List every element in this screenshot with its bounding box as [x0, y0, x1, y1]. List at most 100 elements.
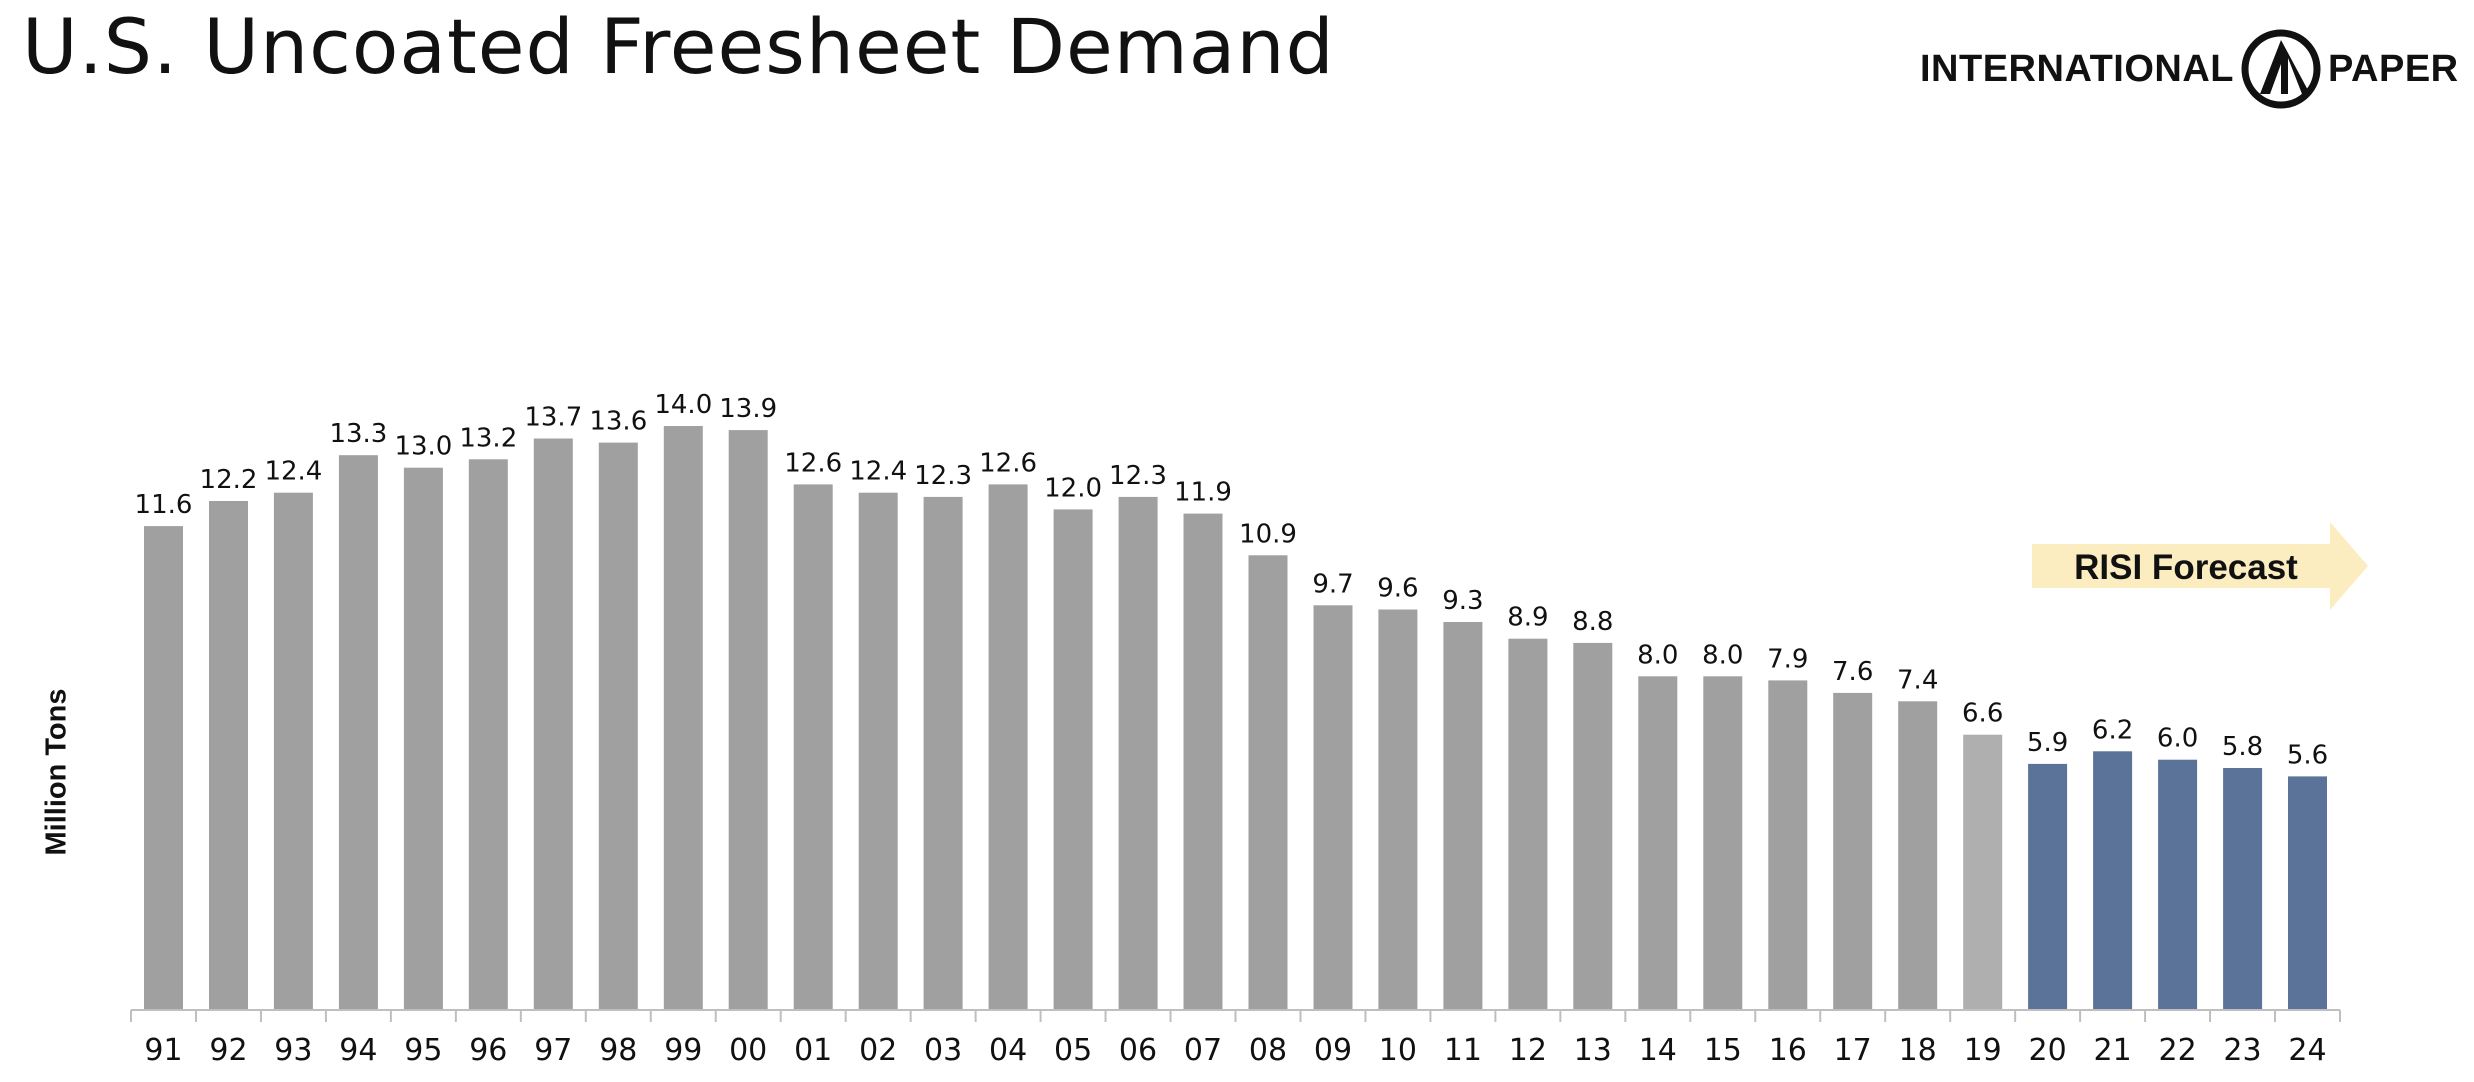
bar-series: [144, 426, 2327, 1011]
tick-label-97: 97: [534, 1033, 572, 1068]
data-label-02: 12.4: [849, 457, 907, 487]
x-axis-ticks: [130, 1010, 2341, 1022]
tick-label-93: 93: [274, 1033, 312, 1068]
bar-19: [1963, 734, 2003, 1010]
company-logo: INTERNATIONAL PAPER: [1920, 28, 2468, 110]
bar-94: [338, 455, 378, 1010]
x-axis-tick-labels: 91 92 93 94 95 96 97 98 99 00 01 02 03 04 05 06 07 08 09 10…: [144, 1033, 2326, 1068]
bar-07: [1183, 513, 1223, 1010]
data-label-16: 7.9: [1767, 644, 1808, 674]
tick-label-04: 04: [989, 1033, 1027, 1068]
data-label-13: 8.8: [1572, 607, 1613, 637]
tick-label-19: 19: [1964, 1033, 2002, 1068]
data-label-20: 5.9: [2027, 728, 2068, 758]
bar-24: [2288, 776, 2327, 1010]
tick-label-02: 02: [859, 1033, 897, 1068]
data-label-96: 13.2: [459, 423, 517, 453]
tick-label-01: 01: [794, 1033, 832, 1068]
data-label-21: 6.2: [2092, 715, 2133, 745]
data-label-07: 11.9: [1174, 478, 1232, 508]
data-label-97: 13.7: [524, 403, 582, 433]
data-label-15: 8.0: [1702, 640, 1743, 670]
bar-22: [2158, 759, 2198, 1010]
bar-17: [1833, 692, 1873, 1010]
data-label-92: 12.2: [200, 465, 258, 495]
tick-label-10: 10: [1379, 1033, 1417, 1068]
tick-label-20: 20: [2029, 1033, 2067, 1068]
data-label-05: 12.0: [1044, 473, 1102, 503]
tick-label-00: 00: [729, 1033, 767, 1068]
bar-93: [273, 492, 313, 1010]
data-label-03: 12.3: [914, 461, 972, 491]
tick-label-95: 95: [404, 1033, 442, 1068]
data-label-09: 9.7: [1312, 569, 1353, 599]
bar-91: [144, 526, 183, 1010]
tick-label-06: 06: [1119, 1033, 1157, 1068]
data-label-93: 12.4: [264, 457, 322, 487]
tick-label-09: 09: [1314, 1033, 1352, 1068]
tick-label-96: 96: [469, 1033, 507, 1068]
bar-96: [468, 459, 508, 1010]
data-label-91: 11.6: [135, 490, 193, 520]
data-label-95: 13.0: [394, 432, 452, 462]
tick-label-14: 14: [1639, 1033, 1677, 1068]
data-label-01: 12.6: [784, 448, 842, 478]
bar-10: [1378, 609, 1418, 1010]
bar-92: [209, 501, 248, 1010]
forecast-label: RISI Forecast: [2074, 548, 2298, 587]
international-paper-logo-icon: [2241, 29, 2321, 109]
tick-label-23: 23: [2223, 1033, 2261, 1068]
bar-03: [923, 496, 963, 1010]
bar-20: [2028, 763, 2068, 1010]
bar-06: [1118, 496, 1158, 1010]
data-label-12: 8.9: [1507, 603, 1548, 633]
bar-23: [2223, 768, 2263, 1010]
data-label-04: 12.6: [979, 448, 1037, 478]
data-label-17: 7.6: [1832, 657, 1873, 687]
bar-14: [1638, 676, 1678, 1010]
tick-label-15: 15: [1704, 1033, 1742, 1068]
data-label-18: 7.4: [1897, 665, 1938, 695]
tick-label-99: 99: [664, 1033, 702, 1068]
data-label-06: 12.3: [1109, 461, 1167, 491]
data-labels: 11.612.2 12.413.3 13.0 13.213.7 13.614.0 13.9…: [135, 390, 2329, 770]
data-label-14: 8.0: [1637, 640, 1678, 670]
bar-05: [1053, 509, 1093, 1010]
tick-label-08: 08: [1249, 1033, 1287, 1068]
tick-label-17: 17: [1834, 1033, 1872, 1068]
data-label-00: 13.9: [719, 394, 777, 424]
tick-label-24: 24: [2288, 1033, 2326, 1068]
bar-95: [403, 467, 443, 1010]
logo-text-left: INTERNATIONAL: [1920, 47, 2234, 90]
bar-99: [663, 426, 703, 1010]
data-label-24: 5.6: [2287, 740, 2328, 770]
tick-label-07: 07: [1184, 1033, 1222, 1068]
tick-label-91: 91: [144, 1033, 182, 1068]
tick-label-18: 18: [1899, 1033, 1937, 1068]
data-label-98: 13.6: [589, 407, 647, 437]
bar-18: [1898, 701, 1938, 1010]
bar-97: [533, 438, 573, 1010]
page-title: U.S. Uncoated Freesheet Demand: [22, 2, 1335, 91]
tick-label-21: 21: [2094, 1033, 2132, 1068]
tick-label-92: 92: [209, 1033, 247, 1068]
bar-12: [1508, 638, 1548, 1010]
forecast-tag: RISI Forecast: [2032, 522, 2368, 610]
data-label-08: 10.9: [1239, 519, 1297, 549]
bar-13: [1573, 642, 1613, 1010]
data-label-23: 5.8: [2222, 732, 2263, 762]
bar-15: [1703, 676, 1743, 1010]
logo-text-right: PAPER: [2328, 47, 2459, 90]
bar-02: [858, 492, 898, 1010]
bar-09: [1313, 605, 1353, 1010]
bar-16: [1768, 680, 1808, 1010]
data-label-99: 14.0: [654, 390, 712, 420]
tick-label-16: 16: [1769, 1033, 1807, 1068]
tick-label-98: 98: [599, 1033, 637, 1068]
bar-21: [2093, 751, 2133, 1010]
bar-11: [1443, 622, 1483, 1010]
data-label-19: 6.6: [1962, 699, 2003, 729]
tick-label-11: 11: [1444, 1033, 1482, 1068]
data-label-11: 9.3: [1442, 586, 1483, 616]
